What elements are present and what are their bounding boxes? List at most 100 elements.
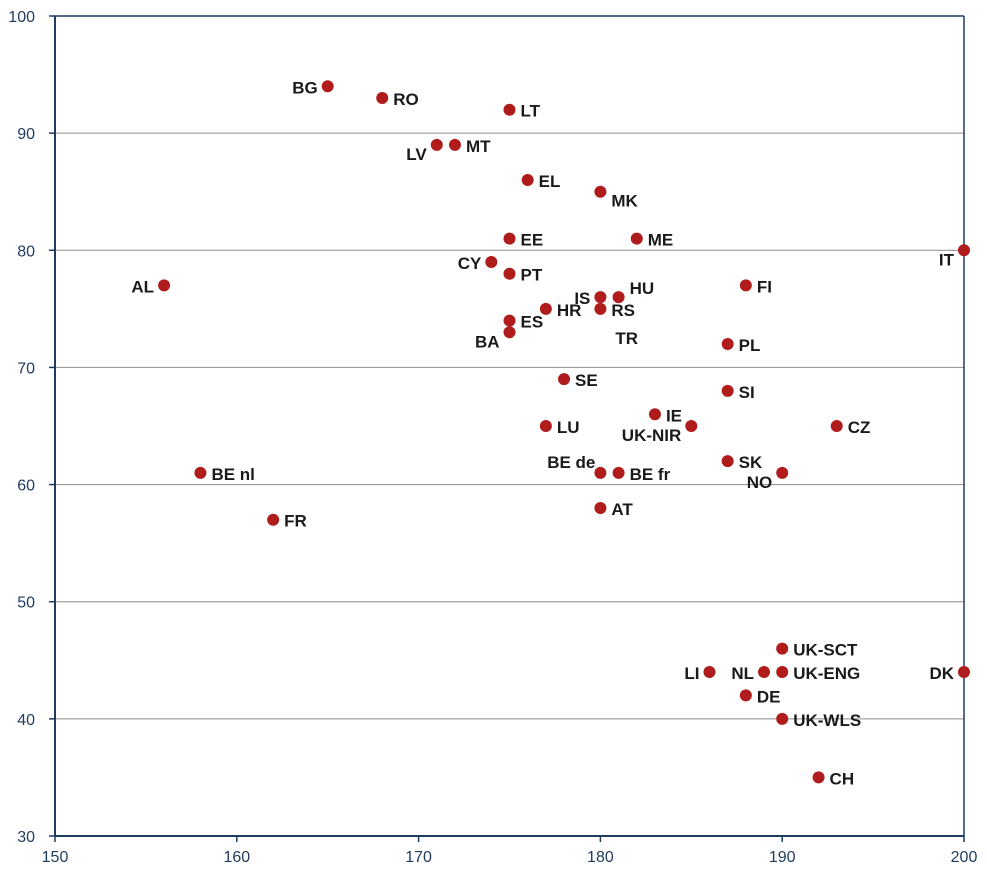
point-label-dk: DK: [929, 664, 954, 683]
data-point-cz: [830, 420, 843, 432]
point-label-me: ME: [648, 231, 674, 250]
y-tick-label: 60: [17, 478, 35, 495]
point-label-lv: LV: [406, 145, 427, 164]
data-point-lv: [430, 138, 443, 151]
data-point-rs: [594, 302, 607, 315]
data-point-fi: [739, 279, 752, 292]
data-point-el: [521, 174, 534, 186]
gridlines: [55, 15, 964, 720]
y-tick-label: 70: [17, 360, 35, 377]
data-point-nl: [758, 666, 771, 678]
data-point-lu: [539, 420, 552, 432]
data-point-fr: [267, 513, 280, 526]
data-point-uk-sct: [776, 642, 789, 655]
data-point-ro: [376, 92, 389, 104]
data-points: [158, 80, 970, 784]
axes: [49, 15, 965, 842]
data-point-cy: [485, 256, 498, 268]
data-point-it: [958, 244, 970, 257]
point-label-tr: TR: [615, 329, 638, 348]
data-point-si: [721, 384, 734, 397]
point-label-ro: RO: [393, 90, 419, 109]
data-point-uk-eng: [776, 666, 789, 678]
x-tick-label: 180: [587, 849, 614, 866]
point-label-bg: BG: [292, 78, 318, 97]
x-tick-label: 200: [951, 849, 978, 866]
y-tick-label: 90: [17, 126, 35, 143]
point-label-fr: FR: [284, 512, 307, 531]
point-label-be-de: BE de: [547, 453, 595, 472]
point-label-fi: FI: [757, 277, 772, 296]
point-label-no: NO: [747, 473, 773, 492]
point-label-ie: IE: [666, 406, 682, 425]
point-label-be-fr: BE fr: [630, 465, 671, 484]
data-point-hu: [612, 291, 625, 304]
data-point-be-de: [594, 466, 607, 479]
point-label-is: IS: [574, 289, 590, 308]
point-label-li: LI: [684, 664, 699, 683]
point-label-ba: BA: [475, 332, 500, 351]
point-label-ee: EE: [521, 231, 544, 250]
x-tick-label: 170: [405, 849, 432, 866]
x-tick-label: 160: [223, 849, 250, 866]
y-tick-label: 40: [17, 712, 35, 729]
point-label-si: SI: [739, 383, 755, 402]
point-label-be-nl: BE nl: [211, 465, 254, 484]
data-point-lt: [503, 103, 516, 116]
point-label-ch: CH: [830, 769, 855, 788]
data-point-li: [703, 666, 716, 678]
data-point-al: [158, 279, 171, 292]
data-point-pl: [721, 338, 734, 350]
data-point-hr: [539, 302, 552, 315]
x-tick-label: 190: [769, 849, 796, 866]
data-point-bg: [321, 80, 334, 93]
data-point-uk-wls: [776, 712, 789, 725]
data-point-ie: [648, 408, 661, 421]
data-point-ee: [503, 232, 516, 245]
x-tick-labels: 150 160 170 180 190 200: [42, 849, 978, 866]
data-point-de: [739, 689, 752, 702]
data-point-mt: [448, 138, 461, 151]
data-point-dk: [958, 666, 970, 678]
data-point-ch: [812, 771, 825, 784]
point-label-es: ES: [521, 313, 544, 332]
point-label-pl: PL: [739, 336, 761, 355]
point-label-uk-sct: UK-SCT: [793, 641, 858, 660]
point-label-lu: LU: [557, 418, 580, 437]
point-label-sk: SK: [739, 453, 763, 472]
y-tick-label: 50: [17, 595, 35, 612]
data-point-pt: [503, 267, 516, 280]
point-label-uk-wls: UK-WLS: [793, 711, 861, 730]
point-label-uk-eng: UK-ENG: [793, 664, 860, 683]
point-label-mk: MK: [611, 192, 638, 211]
data-point-be-fr: [612, 466, 625, 479]
data-point-se: [558, 373, 571, 386]
data-point-mk: [594, 185, 607, 198]
point-label-at: AT: [611, 500, 633, 519]
y-tick-labels: 30 40 50 60 70 80 90 100: [8, 9, 35, 846]
point-label-cz: CZ: [848, 418, 871, 437]
y-tick-label: 100: [8, 9, 35, 26]
point-label-de: DE: [757, 687, 781, 706]
point-label-se: SE: [575, 371, 598, 390]
point-label-hr: HR: [557, 301, 582, 320]
point-label-cy: CY: [458, 254, 482, 273]
point-label-al: AL: [131, 277, 154, 296]
data-point-es: [503, 314, 516, 327]
data-point-at: [594, 502, 607, 514]
point-labels: BG RO LT LV MT EL MK EE ME IT CY PT AL FI IS HU HR RS ES BA…: [131, 78, 954, 788]
point-label-pt: PT: [521, 266, 543, 285]
point-label-uk-nir: UK-NIR: [622, 426, 682, 445]
data-point-is: [594, 291, 607, 304]
y-tick-label: 30: [17, 829, 35, 846]
data-point-uk-nir: [685, 420, 698, 432]
point-label-lt: LT: [521, 102, 541, 121]
point-label-hu: HU: [630, 279, 655, 298]
point-label-rs: RS: [611, 301, 635, 320]
point-label-it: IT: [939, 250, 955, 269]
data-point-sk: [721, 455, 734, 468]
data-point-me: [630, 232, 643, 245]
data-point-ba: [503, 326, 516, 339]
point-label-nl: NL: [731, 664, 754, 683]
